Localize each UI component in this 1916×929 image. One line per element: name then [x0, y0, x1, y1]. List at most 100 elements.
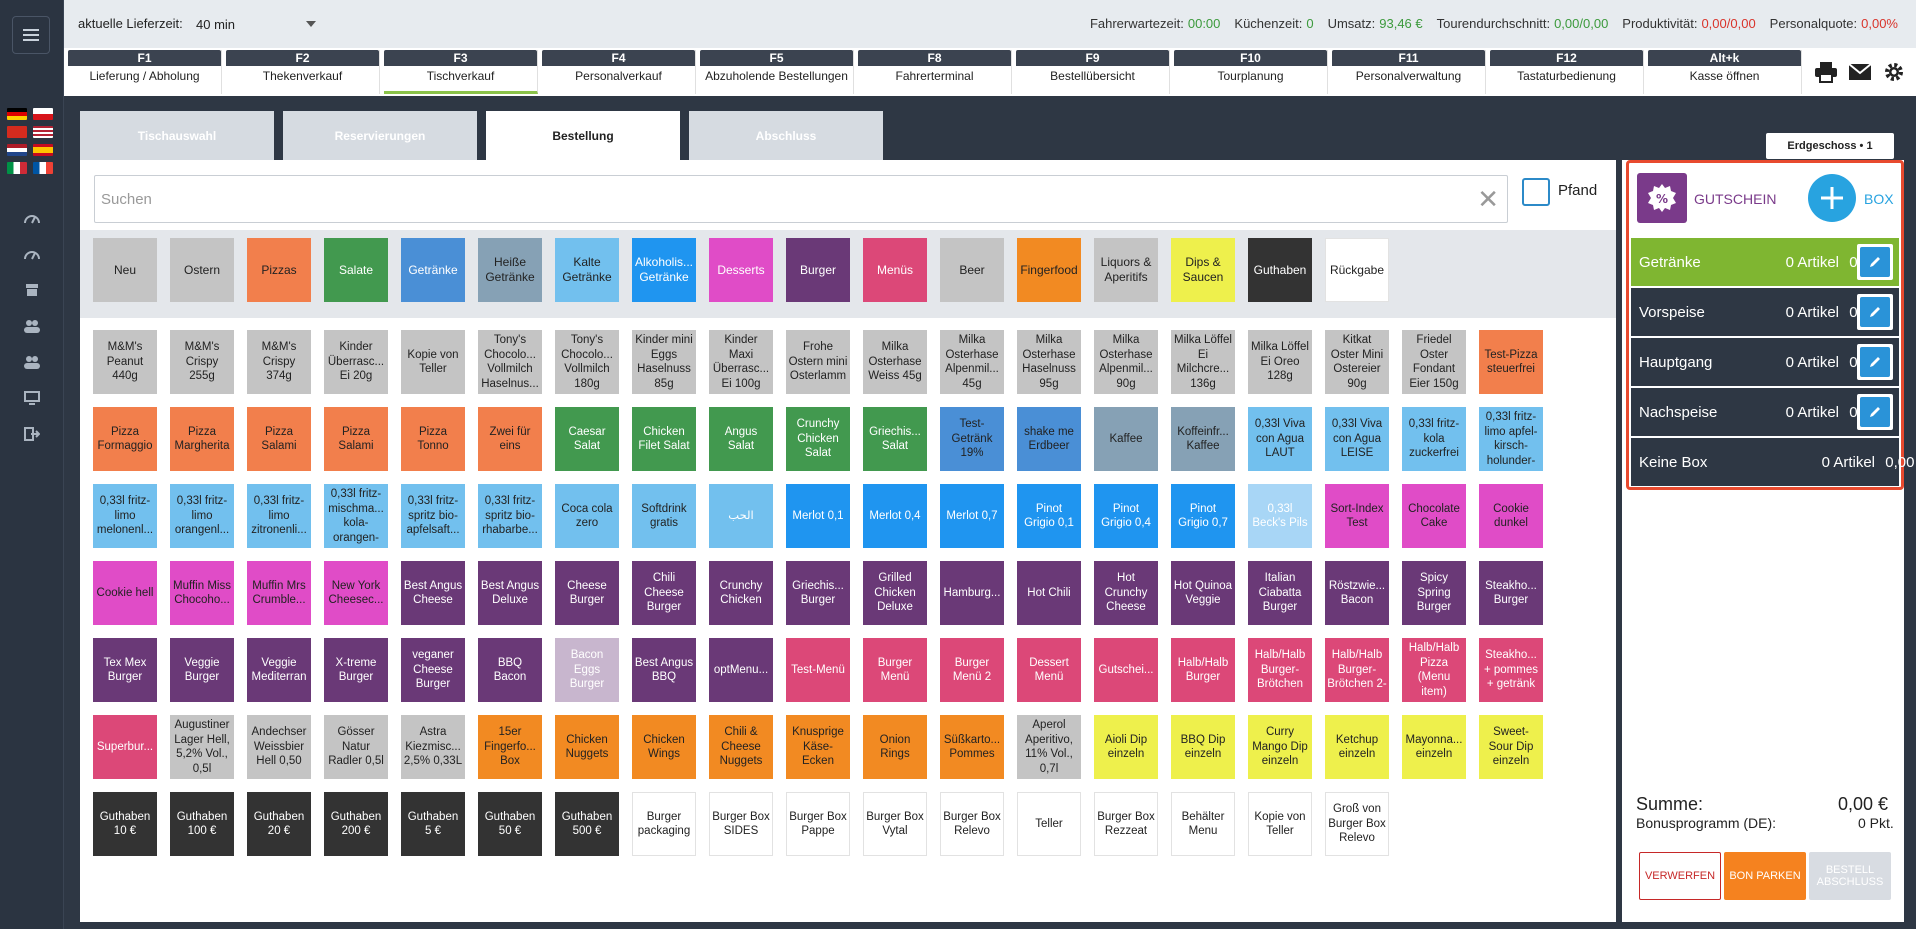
product-button[interactable]: Halb/Halb Pizza (Menu item) — [1402, 638, 1466, 702]
product-button[interactable]: Guthaben 200 € — [324, 792, 388, 856]
product-button[interactable]: 0,33l fritz-limo orangenl... — [170, 484, 234, 548]
fkey-tour-planning[interactable]: F10 Tourplanung — [1174, 50, 1328, 94]
product-button[interactable]: Pinot Grigio 0,1 — [1017, 484, 1081, 548]
product-button[interactable]: Best Angus Deluxe — [478, 561, 542, 625]
product-button[interactable]: Crunchy Chicken Salat — [786, 407, 850, 471]
edit-course-button[interactable] — [1857, 344, 1893, 380]
product-button[interactable]: Cookie hell — [93, 561, 157, 625]
category-button[interactable]: Kalte Getränke — [555, 238, 619, 302]
product-button[interactable]: Hot Quinoa Veggie — [1171, 561, 1235, 625]
product-button[interactable]: Guthaben 50 € — [478, 792, 542, 856]
hamburger-menu-icon[interactable] — [12, 16, 50, 54]
product-button[interactable]: Pinot Grigio 0,7 — [1171, 484, 1235, 548]
product-button[interactable]: Tony's Chocolo... Vollmilch 180g — [555, 330, 619, 394]
product-button[interactable]: M&M's Crispy 255g — [170, 330, 234, 394]
category-button[interactable]: Burger — [786, 238, 850, 302]
finish-order-button[interactable]: BESTELL ABSCHLUSS — [1809, 852, 1891, 900]
printer-icon[interactable] — [1812, 58, 1840, 86]
gear-icon[interactable] — [1880, 58, 1908, 86]
fkey-delivery-pickup[interactable]: F1 Lieferung / Abholung — [68, 50, 222, 94]
product-button[interactable]: Coca cola zero — [555, 484, 619, 548]
fkey-order-overview[interactable]: F9 Bestellübersicht — [1016, 50, 1170, 94]
tab-table-selection[interactable]: Tischauswahl — [80, 111, 274, 161]
flag-de-icon[interactable] — [7, 108, 27, 120]
product-button[interactable]: Guthaben 100 € — [170, 792, 234, 856]
product-button[interactable]: Gutschei... — [1094, 638, 1158, 702]
product-button[interactable]: M&M's Peanut 440g — [93, 330, 157, 394]
product-button[interactable]: Pizza Salami — [247, 407, 311, 471]
product-button[interactable]: Milka Osterhase Weiss 45g — [863, 330, 927, 394]
product-button[interactable]: Pizza Salami — [324, 407, 388, 471]
product-button[interactable]: 0,33l fritz-limo melonenl... — [93, 484, 157, 548]
product-button[interactable]: veganer Cheese Burger — [401, 638, 465, 702]
close-icon[interactable]: ✕ — [1477, 184, 1499, 214]
product-button[interactable]: Kinder mini Eggs Haselnuss 85g — [632, 330, 696, 394]
product-button[interactable]: Crunchy Chicken — [709, 561, 773, 625]
product-button[interactable]: Chocolate Cake — [1402, 484, 1466, 548]
product-button[interactable]: Muffin Mrs Crumble... — [247, 561, 311, 625]
product-button[interactable]: Astra Kiezmisc... 2,5% 0,33L — [401, 715, 465, 779]
product-button[interactable]: Friedel Oster Fondant Eier 150g — [1402, 330, 1466, 394]
product-button[interactable]: Curry Mango Dip einzeln — [1248, 715, 1312, 779]
product-button[interactable]: Augustiner Lager Hell, 5,2% Vol., 0,5l — [170, 715, 234, 779]
park-receipt-button[interactable]: BON PARKEN — [1724, 852, 1806, 900]
product-button[interactable]: 0,33l fritz-mischma... kola-orangen- — [324, 484, 388, 548]
fkey-staff-management[interactable]: F11 Personalverwaltung — [1332, 50, 1486, 94]
product-button[interactable]: BBQ Dip einzeln — [1171, 715, 1235, 779]
product-button[interactable]: Hot Crunchy Cheese — [1094, 561, 1158, 625]
voucher-button[interactable]: % — [1637, 173, 1687, 223]
product-button[interactable]: Pizza Margherita — [170, 407, 234, 471]
product-button[interactable]: Veggie Mediterran — [247, 638, 311, 702]
product-button[interactable]: Gösser Natur Radler 0,5l — [324, 715, 388, 779]
product-button[interactable]: Steakho... Burger — [1479, 561, 1543, 625]
product-button[interactable]: Burger Box SIDES — [709, 792, 773, 856]
product-button[interactable]: Test-Menü — [786, 638, 850, 702]
product-button[interactable]: Kinder Überrasc... Ei 20g — [324, 330, 388, 394]
category-button[interactable]: Neu — [93, 238, 157, 302]
product-button[interactable]: Hamburg... — [940, 561, 1004, 625]
category-button[interactable]: Desserts — [709, 238, 773, 302]
product-button[interactable]: 0,33l fritz-limo zitronenli... — [247, 484, 311, 548]
product-button[interactable]: Merlot 0,1 — [786, 484, 850, 548]
product-button[interactable]: Burger Menü — [863, 638, 927, 702]
product-button[interactable]: 0,33l fritz-spritz bio-apfelsaft... — [401, 484, 465, 548]
edit-course-button[interactable] — [1857, 244, 1893, 280]
product-button[interactable]: Kinder Maxi Überrasc... Ei 100g — [709, 330, 773, 394]
category-button[interactable]: Dips & Saucen — [1171, 238, 1235, 302]
product-button[interactable]: Burger Menü 2 — [940, 638, 1004, 702]
product-button[interactable]: Dessert Menü — [1017, 638, 1081, 702]
product-button[interactable]: Chicken Filet Salat — [632, 407, 696, 471]
category-button[interactable]: Fingerfood — [1017, 238, 1081, 302]
product-button[interactable]: Milka Osterhase Alpenmil... 90g — [1094, 330, 1158, 394]
fkey-staff-sale[interactable]: F4 Personalverkauf — [542, 50, 696, 94]
product-button[interactable]: Kitkat Oster Mini Ostereier 90g — [1325, 330, 1389, 394]
product-button[interactable]: Griechis... Burger — [786, 561, 850, 625]
product-button[interactable]: Chili & Cheese Nuggets — [709, 715, 773, 779]
product-button[interactable]: Guthaben 10 € — [93, 792, 157, 856]
product-button[interactable]: Guthaben 20 € — [247, 792, 311, 856]
edit-course-button[interactable] — [1857, 294, 1893, 330]
product-button[interactable]: Softdrink gratis — [632, 484, 696, 548]
monitor-icon[interactable] — [0, 380, 64, 416]
category-button[interactable]: Salate — [324, 238, 388, 302]
product-button[interactable]: Halb/Halb Burger — [1171, 638, 1235, 702]
flag-us-icon[interactable] — [33, 126, 53, 138]
product-button[interactable]: 0,33l Viva con Agua LAUT — [1248, 407, 1312, 471]
product-button[interactable]: Chicken Wings — [632, 715, 696, 779]
product-button[interactable]: Koffeinfr... Kaffee — [1171, 407, 1235, 471]
product-button[interactable]: Ketchup einzeln — [1325, 715, 1389, 779]
product-button[interactable]: Aioli Dip einzeln — [1094, 715, 1158, 779]
category-button[interactable]: Guthaben — [1248, 238, 1312, 302]
product-button[interactable]: Chicken Nuggets — [555, 715, 619, 779]
product-button[interactable]: Test-Pizza steuerfrei — [1479, 330, 1543, 394]
product-button[interactable]: Frohe Ostern mini Osterlamm — [786, 330, 850, 394]
product-button[interactable]: Angus Salat — [709, 407, 773, 471]
fkey-driver-terminal[interactable]: F8 Fahrerterminal — [858, 50, 1012, 94]
product-button[interactable]: Italian Ciabatta Burger — [1248, 561, 1312, 625]
category-button[interactable]: Beer — [940, 238, 1004, 302]
product-button[interactable]: Zwei für eins — [478, 407, 542, 471]
flag-it-icon[interactable] — [7, 162, 27, 174]
product-button[interactable]: Milka Osterhase Haselnuss 95g — [1017, 330, 1081, 394]
